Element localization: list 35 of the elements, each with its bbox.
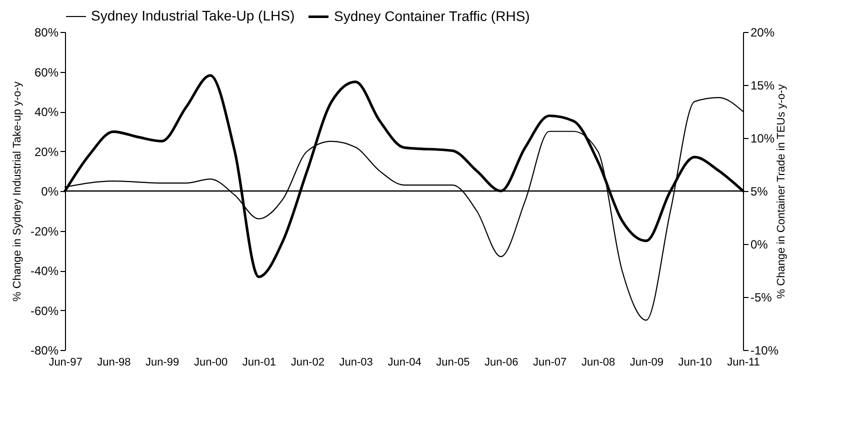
y2-tick-label: 5% [750,184,768,198]
y2-tick-label: -10% [750,344,779,358]
x-tick-label: Jun-05 [436,356,470,368]
y-tick-label: 60% [34,65,59,80]
x-tick-label: Jun-04 [388,356,422,368]
legend-label: Sydney Industrial Take-Up (LHS) [91,8,295,24]
y2-tick-label: 15% [750,78,775,92]
y-tick-label: 80% [34,26,59,40]
y2-tick-label: 10% [750,132,775,146]
y-tick-label: -80% [30,344,59,358]
legend-label: Sydney Container Traffic (RHS) [334,8,530,24]
x-tick-label: Jun-02 [290,356,324,368]
x-tick-label: Jun-11 [727,356,760,368]
y2-axis-title: % Change in Container Trade in TEUs y-o-y [776,84,788,299]
y2-tick-label: -5% [750,290,772,304]
y-tick-label: 40% [34,105,59,119]
y2-tick-label: 0% [750,238,768,252]
x-tick-label: Jun-10 [678,356,712,368]
y-tick-label: -40% [30,264,59,278]
x-tick-label: Jun-03 [339,356,373,368]
y-tick-label: 0% [41,184,59,198]
y2-tick-label: 20% [750,26,775,40]
x-tick-label: Jun-99 [145,356,180,368]
x-tick-label: Jun-09 [630,356,664,368]
y-tick-label: 20% [34,144,59,159]
x-tick-label: Jun-07 [532,356,567,368]
x-tick-label: Jun-97 [48,356,82,368]
x-tick-label: Jun-06 [484,356,518,368]
x-tick-label: Jun-08 [581,356,616,368]
x-tick-label: Jun-01 [242,356,276,368]
x-tick-label: Jun-00 [194,356,228,368]
x-tick-label: Jun-98 [97,356,131,368]
y-tick-label: -60% [30,304,59,318]
y-tick-label: -20% [30,224,59,238]
y-axis-title: % Change in Sydney Industrial Take-up y-o-y [11,81,24,302]
